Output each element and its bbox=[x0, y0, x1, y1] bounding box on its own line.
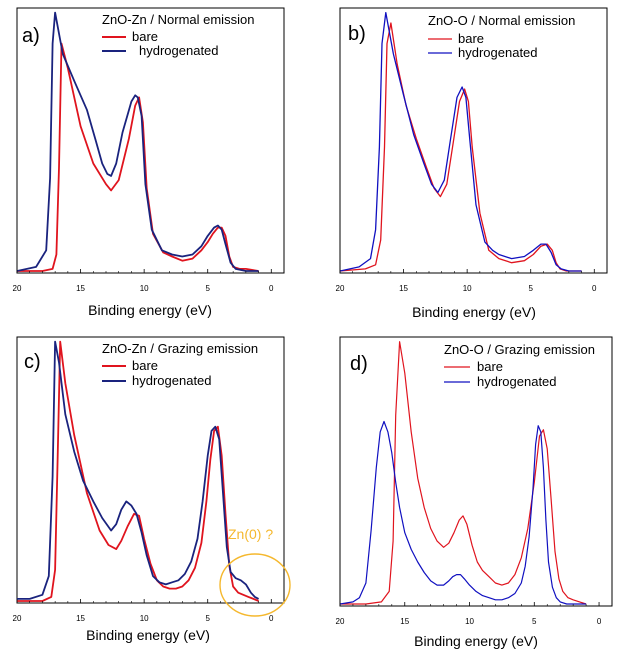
zn0-highlight-circle bbox=[219, 553, 291, 617]
x-tick-label: 15 bbox=[399, 284, 408, 293]
ticks-layer: 20 15 10 5 0 bbox=[13, 599, 274, 623]
legend: bare hydrogenated bbox=[444, 359, 557, 389]
panel-letter: a) bbox=[22, 25, 40, 47]
legend-label-bare: bare bbox=[458, 31, 484, 46]
x-tick-label: 15 bbox=[76, 284, 85, 293]
plot-frame bbox=[339, 7, 608, 274]
x-tick-label: 5 bbox=[532, 617, 537, 626]
panel-title: ZnO-O / Normal emission bbox=[428, 13, 575, 28]
legend-label-hydrogenated: hydrogenated bbox=[139, 43, 219, 58]
series-line-bare bbox=[17, 42, 259, 272]
series-line-hydrogenated bbox=[340, 11, 582, 272]
legend: bare hydrogenated bbox=[428, 31, 538, 60]
x-axis-title: Binding energy (eV) bbox=[88, 302, 212, 318]
x-tick-label: 20 bbox=[336, 284, 345, 293]
legend-label-hydrogenated: hydrogenated bbox=[477, 374, 557, 389]
series-line-bare bbox=[340, 22, 582, 272]
series-layer bbox=[17, 340, 260, 602]
panel-d: 20 15 10 5 0 d) ZnO-O / Grazing emission bar… bbox=[336, 336, 613, 649]
legend: bare hydrogenated bbox=[102, 358, 212, 388]
x-tick-label: 5 bbox=[205, 614, 210, 623]
ticks-layer: 20 15 10 5 0 bbox=[13, 269, 274, 293]
x-tick-label: 0 bbox=[269, 614, 274, 623]
plot-frame bbox=[339, 336, 613, 607]
x-tick-label: 0 bbox=[269, 284, 274, 293]
series-layer bbox=[340, 341, 587, 605]
series-line-hydrogenated bbox=[340, 420, 587, 605]
series-layer bbox=[340, 11, 582, 272]
panel-b: 20 15 10 5 0 b) ZnO-O / Normal emission bare… bbox=[336, 7, 608, 320]
x-tick-label: 0 bbox=[592, 284, 597, 293]
x-axis-title: Binding energy (eV) bbox=[412, 304, 536, 320]
x-tick-label: 5 bbox=[528, 284, 533, 293]
panel-letter: c) bbox=[24, 351, 41, 373]
zn0-annotation: Zn(0) ? bbox=[228, 526, 273, 542]
panel-letter: b) bbox=[348, 23, 366, 45]
series-layer bbox=[17, 11, 259, 272]
legend: bare hydrogenated bbox=[102, 29, 219, 58]
series-line-bare bbox=[17, 340, 259, 602]
x-tick-label: 10 bbox=[140, 284, 149, 293]
series-line-bare bbox=[340, 341, 587, 605]
panel-title: ZnO-O / Grazing emission bbox=[444, 342, 595, 357]
x-tick-label: 5 bbox=[205, 284, 210, 293]
x-axis-title: Binding energy (eV) bbox=[414, 633, 538, 649]
panel-letter: d) bbox=[350, 353, 368, 375]
panel-c: 20 15 10 5 0 c) ZnO-Zn / Grazing emission ba… bbox=[13, 336, 291, 643]
panel-title: ZnO-Zn / Grazing emission bbox=[102, 341, 258, 356]
x-tick-label: 10 bbox=[463, 284, 472, 293]
x-tick-label: 10 bbox=[140, 614, 149, 623]
x-axis-title: Binding energy (eV) bbox=[86, 627, 210, 643]
legend-label-hydrogenated: hydrogenated bbox=[458, 45, 538, 60]
x-tick-label: 15 bbox=[76, 614, 85, 623]
x-tick-label: 10 bbox=[465, 617, 474, 626]
panel-a: 20 15 10 5 0 a) ZnO-Zn / Normal emission bar… bbox=[13, 7, 285, 318]
legend-label-hydrogenated: hydrogenated bbox=[132, 373, 212, 388]
series-line-hydrogenated bbox=[17, 11, 259, 272]
legend-label-bare: bare bbox=[132, 358, 158, 373]
x-tick-label: 15 bbox=[400, 617, 409, 626]
ticks-layer: 20 15 10 5 0 bbox=[336, 602, 602, 626]
x-tick-label: 0 bbox=[597, 617, 602, 626]
x-tick-label: 20 bbox=[13, 284, 22, 293]
x-tick-label: 20 bbox=[336, 617, 345, 626]
ticks-layer: 20 15 10 5 0 bbox=[336, 269, 597, 293]
plot-frame bbox=[16, 7, 285, 274]
x-tick-label: 20 bbox=[13, 614, 22, 623]
legend-label-bare: bare bbox=[132, 29, 158, 44]
plot-frame bbox=[16, 336, 285, 604]
legend-label-bare: bare bbox=[477, 359, 503, 374]
panel-title: ZnO-Zn / Normal emission bbox=[102, 12, 254, 27]
series-line-hydrogenated bbox=[17, 340, 260, 600]
